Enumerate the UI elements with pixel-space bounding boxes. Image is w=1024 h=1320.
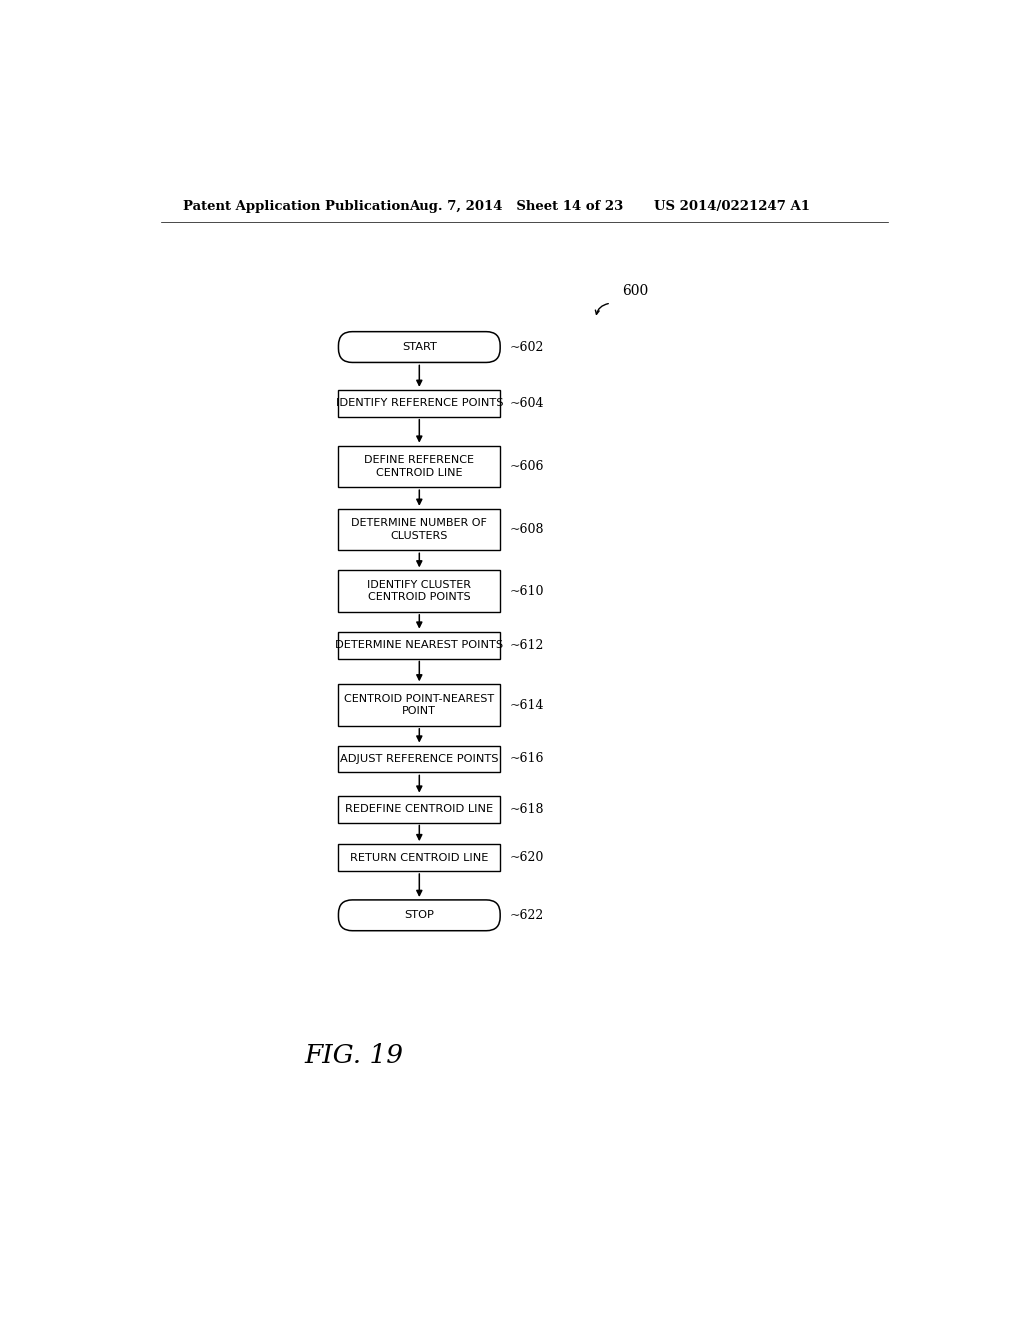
- Text: 600: 600: [622, 284, 648, 298]
- Text: ~616: ~616: [509, 752, 544, 766]
- Text: REDEFINE CENTROID LINE: REDEFINE CENTROID LINE: [345, 804, 494, 814]
- Text: IDENTIFY CLUSTER
CENTROID POINTS: IDENTIFY CLUSTER CENTROID POINTS: [368, 579, 471, 602]
- Text: ~618: ~618: [509, 803, 544, 816]
- Text: US 2014/0221247 A1: US 2014/0221247 A1: [654, 199, 810, 213]
- Text: RETURN CENTROID LINE: RETURN CENTROID LINE: [350, 853, 488, 862]
- Bar: [339, 746, 500, 772]
- Text: ~622: ~622: [509, 908, 544, 921]
- Bar: [339, 570, 500, 612]
- FancyArrowPatch shape: [595, 304, 608, 314]
- FancyBboxPatch shape: [339, 331, 500, 363]
- Bar: [339, 796, 500, 822]
- Bar: [339, 684, 500, 726]
- Text: FIG. 19: FIG. 19: [304, 1043, 403, 1068]
- Text: Aug. 7, 2014   Sheet 14 of 23: Aug. 7, 2014 Sheet 14 of 23: [410, 199, 624, 213]
- Text: DETERMINE NUMBER OF
CLUSTERS: DETERMINE NUMBER OF CLUSTERS: [351, 519, 487, 541]
- Text: STOP: STOP: [404, 911, 434, 920]
- Bar: [339, 843, 500, 871]
- Bar: [339, 631, 500, 659]
- Text: ~610: ~610: [509, 585, 544, 598]
- Bar: [339, 446, 500, 487]
- Text: START: START: [401, 342, 437, 352]
- Text: ADJUST REFERENCE POINTS: ADJUST REFERENCE POINTS: [340, 754, 499, 764]
- Text: IDENTIFY REFERENCE POINTS: IDENTIFY REFERENCE POINTS: [336, 399, 503, 408]
- Text: ~612: ~612: [509, 639, 544, 652]
- Text: ~614: ~614: [509, 698, 544, 711]
- Bar: [339, 389, 500, 417]
- Text: ~604: ~604: [509, 397, 544, 409]
- Text: ~620: ~620: [509, 851, 544, 865]
- Text: Patent Application Publication: Patent Application Publication: [183, 199, 410, 213]
- Text: DETERMINE NEAREST POINTS: DETERMINE NEAREST POINTS: [335, 640, 504, 649]
- Text: DEFINE REFERENCE
CENTROID LINE: DEFINE REFERENCE CENTROID LINE: [365, 455, 474, 478]
- Text: ~606: ~606: [509, 459, 544, 473]
- Bar: [339, 508, 500, 550]
- FancyBboxPatch shape: [339, 900, 500, 931]
- Text: ~608: ~608: [509, 523, 544, 536]
- Text: ~602: ~602: [509, 341, 544, 354]
- Text: CENTROID POINT-NEAREST
POINT: CENTROID POINT-NEAREST POINT: [344, 694, 495, 717]
